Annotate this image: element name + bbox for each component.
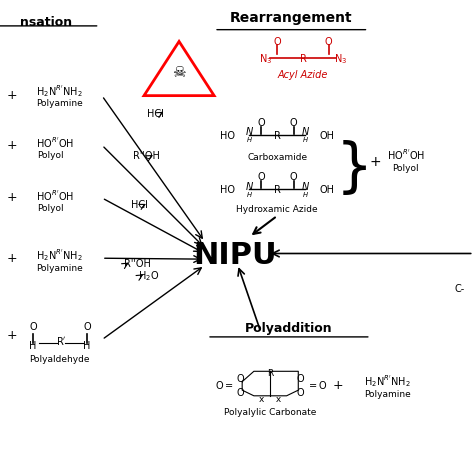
Text: O: O bbox=[290, 118, 297, 128]
Text: R: R bbox=[274, 131, 281, 141]
Text: Carboxamide: Carboxamide bbox=[247, 153, 307, 162]
Text: O: O bbox=[290, 172, 297, 182]
Text: H$_2$O: H$_2$O bbox=[138, 269, 160, 283]
Text: R''OH: R''OH bbox=[133, 151, 160, 161]
Text: +: + bbox=[7, 89, 18, 102]
Text: HCl: HCl bbox=[147, 109, 164, 118]
Text: HO: HO bbox=[220, 185, 235, 195]
Text: H: H bbox=[29, 341, 37, 351]
Text: +: + bbox=[7, 138, 18, 152]
Text: $\underset{H}{N}$: $\underset{H}{N}$ bbox=[301, 180, 310, 200]
Text: $\mathrm{N_3}$: $\mathrm{N_3}$ bbox=[334, 52, 347, 66]
Text: R''OH: R''OH bbox=[124, 259, 151, 269]
Text: H: H bbox=[83, 341, 91, 351]
Text: R: R bbox=[274, 185, 281, 195]
Text: R: R bbox=[267, 369, 273, 378]
Text: $\mathrm{H_2N}^{R^{\prime}}\mathrm{NH_2}$: $\mathrm{H_2N}^{R^{\prime}}\mathrm{NH_2}… bbox=[36, 248, 83, 264]
Text: O$=$: O$=$ bbox=[215, 379, 234, 392]
Text: NIPU: NIPU bbox=[193, 241, 277, 270]
Text: C-: C- bbox=[455, 284, 465, 294]
Text: }: } bbox=[336, 140, 373, 197]
Text: Polyamine: Polyamine bbox=[36, 99, 83, 108]
Text: O: O bbox=[236, 374, 244, 384]
Text: $\mathrm{N_3}$: $\mathrm{N_3}$ bbox=[259, 52, 272, 66]
Text: O: O bbox=[257, 118, 264, 128]
Text: Polyaddition: Polyaddition bbox=[245, 322, 333, 336]
Text: O: O bbox=[236, 388, 244, 398]
Text: +: + bbox=[333, 379, 343, 392]
Text: HCl: HCl bbox=[131, 201, 148, 210]
Text: Rearrangement: Rearrangement bbox=[230, 11, 353, 25]
Text: x    x: x x bbox=[259, 395, 282, 404]
Text: Polyalylic Carbonate: Polyalylic Carbonate bbox=[224, 408, 317, 417]
Text: $\mathrm{H_2N}^{R^{\prime}}\mathrm{NH_2}$: $\mathrm{H_2N}^{R^{\prime}}\mathrm{NH_2}… bbox=[36, 84, 83, 100]
Text: OH: OH bbox=[319, 185, 334, 195]
Text: R$^{\prime}$: R$^{\prime}$ bbox=[56, 335, 66, 346]
Text: nsation: nsation bbox=[20, 16, 72, 28]
Text: HO$^{R^{\prime}}$OH: HO$^{R^{\prime}}$OH bbox=[387, 147, 425, 162]
Text: $\underset{H}{N}$: $\underset{H}{N}$ bbox=[245, 126, 254, 146]
Text: $\mathrm{HO}^{R^{\prime}}\mathrm{OH}$: $\mathrm{HO}^{R^{\prime}}\mathrm{OH}$ bbox=[36, 136, 75, 150]
Text: Polyol: Polyol bbox=[392, 164, 419, 173]
Text: O: O bbox=[257, 172, 264, 182]
Text: +: + bbox=[7, 252, 18, 264]
Text: O: O bbox=[325, 37, 332, 47]
Text: $\underset{H}{N}$: $\underset{H}{N}$ bbox=[245, 180, 254, 200]
Text: O: O bbox=[273, 37, 281, 47]
Text: OH: OH bbox=[319, 131, 334, 141]
Text: $\mathrm{H_2N}^{R^{\prime}}\mathrm{NH_2}$: $\mathrm{H_2N}^{R^{\prime}}\mathrm{NH_2}… bbox=[364, 374, 410, 390]
Text: R: R bbox=[300, 54, 306, 64]
Text: O: O bbox=[297, 374, 304, 384]
Text: O: O bbox=[297, 388, 304, 398]
Text: Polyamine: Polyamine bbox=[364, 391, 410, 400]
Text: O: O bbox=[83, 322, 91, 332]
Text: Hydroxamic Azide: Hydroxamic Azide bbox=[237, 205, 318, 214]
Text: $\mathrm{HO}^{R^{\prime}}\mathrm{OH}$: $\mathrm{HO}^{R^{\prime}}\mathrm{OH}$ bbox=[36, 188, 75, 203]
Text: Polyamine: Polyamine bbox=[36, 264, 83, 273]
Text: O: O bbox=[29, 322, 37, 332]
Text: Polyol: Polyol bbox=[37, 151, 64, 160]
Text: +: + bbox=[7, 191, 18, 204]
Text: +: + bbox=[7, 329, 18, 342]
Text: HO: HO bbox=[220, 131, 235, 141]
Text: ☠: ☠ bbox=[172, 64, 186, 80]
Text: $\underset{H}{N}$: $\underset{H}{N}$ bbox=[301, 126, 310, 146]
Text: Acyl Azide: Acyl Azide bbox=[278, 70, 328, 81]
Text: $=$O: $=$O bbox=[307, 379, 328, 392]
Text: Polyaldehyde: Polyaldehyde bbox=[29, 355, 90, 364]
Polygon shape bbox=[144, 41, 214, 96]
Text: Polyol: Polyol bbox=[37, 204, 64, 213]
Text: +: + bbox=[370, 155, 381, 169]
